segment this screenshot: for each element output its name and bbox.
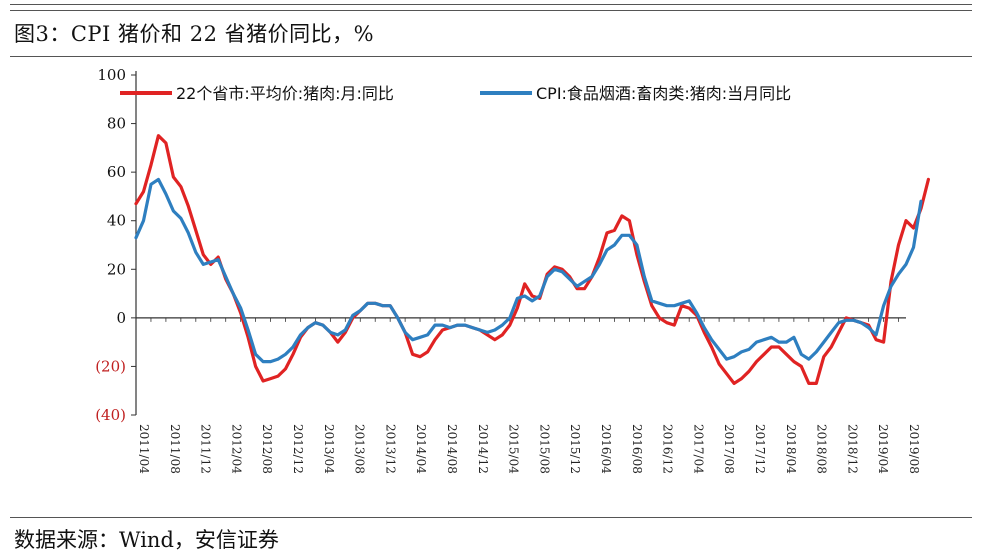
y-tick-label: 40 — [107, 212, 126, 230]
title-underline — [10, 56, 972, 57]
x-tick-label: 2018/04 — [784, 424, 798, 474]
x-tick-label: 2018/12 — [845, 424, 859, 474]
x-tick-label: 2015/04 — [507, 424, 521, 474]
legend: 22个省市:平均价:猪肉:月:同比 CPI:食品烟酒:畜肉类:猪肉:当月同比 — [120, 84, 791, 103]
x-tick-label: 2012/08 — [260, 424, 274, 474]
x-tick-label: 2014/04 — [414, 424, 428, 474]
x-tick-label: 2014/08 — [445, 424, 459, 474]
x-tick-label: 2019/08 — [907, 424, 921, 474]
x-tick-label: 2012/04 — [229, 424, 243, 474]
x-tick-label: 2014/12 — [476, 424, 490, 474]
y-tick-label: 60 — [107, 163, 126, 181]
series-line-22-provinces — [134, 134, 931, 385]
x-tick-label: 2017/12 — [753, 424, 767, 474]
y-axis-ticks: 100 80 60 40 20 0 (20) (40) — [95, 66, 126, 424]
x-tick-label: 2013/12 — [383, 424, 397, 474]
legend-label-22-provinces: 22个省市:平均价:猪肉:月:同比 — [176, 84, 394, 103]
y-tick-label: (20) — [95, 357, 126, 375]
bottom-rule — [10, 517, 972, 518]
x-tick-label: 2011/12 — [199, 424, 213, 474]
x-tick-label: 2016/04 — [599, 424, 613, 474]
x-tick-label: 2011/04 — [137, 424, 151, 474]
legend-label-cpi-pork: CPI:食品烟酒:畜肉类:猪肉:当月同比 — [536, 84, 791, 103]
x-tick-label: 2015/08 — [537, 424, 551, 474]
x-tick-label: 2015/12 — [568, 424, 582, 474]
x-tick-label: 2018/08 — [815, 424, 829, 474]
x-axis-ticks: 2011/04 2011/08 2011/12 2012/04 2012/08 2012/… — [137, 424, 921, 474]
x-tick-label: 2013/08 — [353, 424, 367, 474]
x-tick-label: 2012/12 — [291, 424, 305, 474]
x-tick-label: 2019/04 — [876, 424, 890, 474]
figure-title: 图3：CPI 猪价和 22 省猪价同比，% — [14, 22, 375, 46]
x-tick-label: 2011/08 — [168, 424, 182, 474]
top-rule-2 — [10, 10, 972, 11]
series-lines — [134, 134, 931, 385]
y-tick-label: 100 — [97, 66, 126, 84]
x-tick-label: 2017/08 — [722, 424, 736, 474]
x-tick-label: 2017/04 — [691, 424, 705, 474]
x-tick-label: 2016/08 — [630, 424, 644, 474]
axes — [131, 71, 906, 416]
series-line-cpi-pork — [134, 177, 923, 364]
y-tick-label: (40) — [95, 406, 126, 424]
x-tick-label: 2013/04 — [322, 424, 336, 474]
y-tick-label: 0 — [116, 309, 126, 327]
y-tick-label: 80 — [107, 115, 126, 133]
x-tick-label: 2016/12 — [661, 424, 675, 474]
source-note: 数据来源：Wind，安信证券 — [14, 528, 279, 552]
y-tick-label: 20 — [107, 260, 126, 278]
top-rule-1 — [10, 4, 972, 5]
